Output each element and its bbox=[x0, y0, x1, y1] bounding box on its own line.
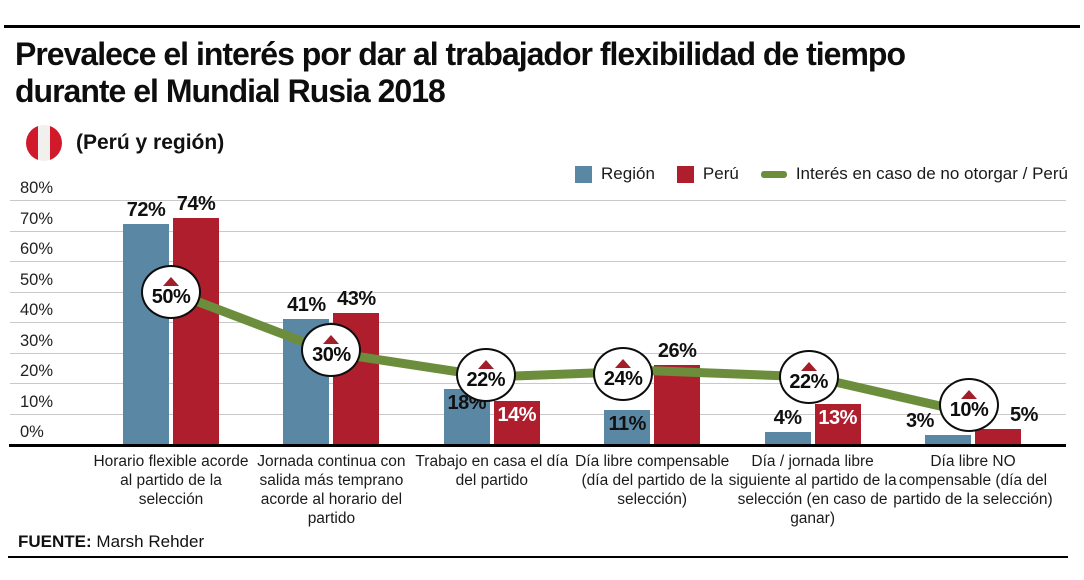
y-tick-label: 20% bbox=[20, 362, 54, 380]
legend-swatch-square bbox=[575, 165, 593, 183]
bar-value-label: 74% bbox=[176, 193, 216, 216]
bar-value-label: 26% bbox=[657, 339, 697, 362]
up-triangle-icon bbox=[163, 276, 179, 286]
category-label-4: Día / jornada libre siguiente al partido… bbox=[728, 453, 897, 527]
legend-label: Perú bbox=[702, 164, 739, 183]
bar-perú-0 bbox=[173, 218, 219, 444]
source-prefix: FUENTE: bbox=[18, 532, 92, 551]
trend-marker-value: 22% bbox=[789, 370, 828, 393]
legend-swatch-line bbox=[760, 170, 787, 178]
y-tick-label: 10% bbox=[20, 392, 54, 411]
bar-región-4 bbox=[764, 431, 811, 444]
page-title: Prevalece el interés por dar al trabajad… bbox=[15, 36, 906, 109]
category-label-0: Horario flexible acorde al partido de la… bbox=[93, 453, 249, 508]
up-triangle-icon bbox=[961, 389, 977, 399]
y-tick-label: 50% bbox=[20, 270, 54, 289]
peru-flag-icon bbox=[26, 125, 62, 161]
legend-label: Región bbox=[601, 164, 655, 183]
trend-marker-value: 10% bbox=[949, 398, 989, 421]
trend-marker-value: 22% bbox=[466, 368, 506, 391]
bar-perú-3 bbox=[654, 364, 701, 444]
trend-marker-2: 22% bbox=[455, 347, 516, 402]
gridline-70% bbox=[10, 230, 1066, 232]
up-triangle-icon bbox=[800, 361, 817, 371]
legend-swatch-square bbox=[676, 165, 694, 183]
y-tick-label: 0% bbox=[20, 423, 44, 441]
bar-perú-5 bbox=[975, 428, 1021, 444]
category-label-5: Día libre NO compensable (día del partid… bbox=[893, 453, 1053, 508]
bar-value-label: 14% bbox=[497, 404, 537, 427]
trend-marker-value: 30% bbox=[312, 343, 351, 366]
category-label-3: Día libre compensable (día del partido d… bbox=[575, 453, 730, 508]
bar-value-label: 72% bbox=[126, 199, 166, 222]
source-line: FUENTE: Marsh Rehder bbox=[18, 532, 204, 552]
trend-marker-value: 50% bbox=[151, 285, 191, 308]
legend-label: Interés en caso de no otorgar / Perú bbox=[795, 164, 1068, 183]
source-name: Marsh Rehder bbox=[96, 532, 205, 551]
chart-subtitle: (Perú y región) bbox=[76, 131, 225, 154]
trend-marker-3: 24% bbox=[593, 346, 654, 401]
legend-item-2: Interés en caso de no otorgar / Perú bbox=[760, 164, 1068, 184]
trend-marker-1: 30% bbox=[301, 322, 362, 377]
up-triangle-icon bbox=[615, 358, 632, 368]
legend-item-1: Perú bbox=[676, 164, 739, 184]
bar-value-label: 13% bbox=[818, 407, 857, 430]
bar-value-label: 43% bbox=[337, 287, 376, 310]
bar-región-0 bbox=[123, 224, 169, 444]
legend: Región Perú Interés en caso de no otorgar … bbox=[575, 164, 1068, 184]
trend-marker-value: 24% bbox=[603, 367, 643, 390]
legend-item-0: Región bbox=[575, 164, 655, 184]
gridline-60% bbox=[10, 261, 1066, 262]
y-tick-label: 30% bbox=[20, 331, 54, 350]
trend-marker-4: 22% bbox=[778, 349, 839, 404]
trend-marker-5: 10% bbox=[939, 377, 999, 432]
up-triangle-icon bbox=[477, 359, 494, 369]
y-tick-label: 80% bbox=[20, 179, 54, 197]
subtitle-row: (Perú y región) bbox=[26, 124, 224, 162]
y-tick-label: 60% bbox=[20, 240, 54, 258]
y-tick-label: 70% bbox=[20, 209, 54, 228]
x-axis-line bbox=[9, 444, 1066, 447]
bar-value-label: 5% bbox=[1010, 403, 1038, 426]
up-triangle-icon bbox=[323, 334, 340, 344]
y-tick-label: 40% bbox=[20, 301, 54, 319]
bar-value-label: 11% bbox=[608, 413, 646, 436]
trend-marker-0: 50% bbox=[141, 264, 201, 319]
gridline-80% bbox=[10, 200, 1066, 201]
top-rule bbox=[4, 25, 1080, 28]
category-label-2: Trabajo en casa el día del partido bbox=[415, 453, 569, 489]
bottom-rule bbox=[8, 556, 1068, 558]
bar-región-5 bbox=[925, 434, 971, 444]
category-label-1: Jornada continua con salida más temprano… bbox=[257, 453, 406, 527]
